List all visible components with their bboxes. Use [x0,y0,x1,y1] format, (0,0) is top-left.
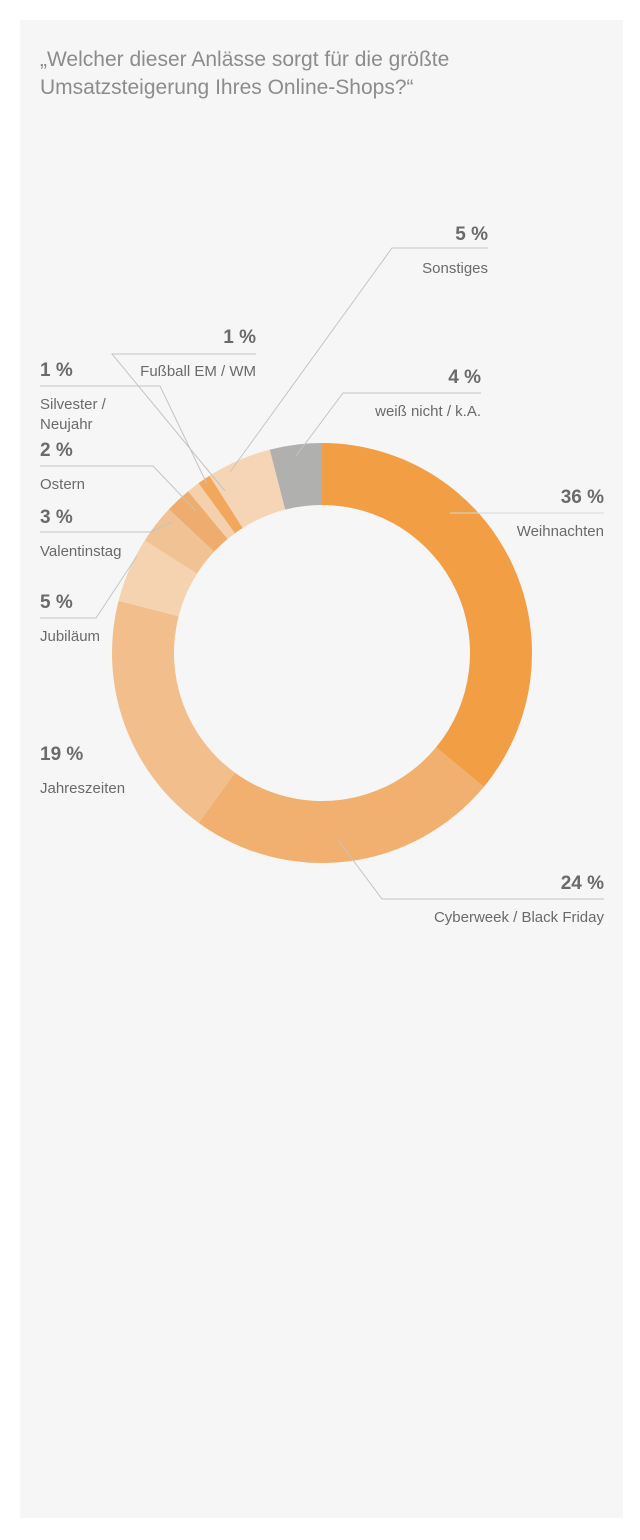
category-label-ostern: Ostern [40,476,85,493]
slice-weiss-nicht-k-a [269,443,322,510]
value-label-cyberweek-black-friday: 24 % [561,873,604,894]
labels-group: 36 % Weihnachten 24 % Cyberweek / Black Fri… [40,224,604,926]
value-label-jubilaum: 5 % [40,592,73,613]
slice-fussball-em-wm [198,475,243,534]
leader-line-cyberweek-black-friday [337,839,604,900]
value-label-fussball-em-wm: 1 % [223,327,256,348]
category-label-jahreszeiten: Jahreszeiten [40,780,125,797]
leader-lines-group [40,247,604,900]
category-label-weiss-nicht-k-a: weiß nicht / k.A. [374,403,481,420]
chart-panel [20,20,623,1518]
category-label-sonstiges: Sonstiges [422,260,488,277]
category-label-valentinstag: Valentinstag [40,543,121,560]
slice-valentinstag [144,509,215,574]
value-label-valentinstag: 3 % [40,507,73,528]
leader-line-sonstiges [229,247,488,473]
value-label-weiss-nicht-k-a: 4 % [448,367,481,388]
category-label-fussball-em-wm: Fußball EM / WM [140,363,256,380]
slice-weihnachten [322,443,532,787]
value-label-sonstiges: 5 % [455,224,488,245]
leader-line-weiss-nicht-k-a [295,392,481,457]
value-label-silvester-neujahr: 1 % [40,360,73,381]
leader-line-valentinstag [40,521,173,533]
value-label-weihnachten: 36 % [561,487,604,508]
category-label-weihnachten: Weihnachten [517,523,604,540]
slice-jahreszeiten [112,600,236,823]
slice-sonstiges [209,449,286,529]
leader-line-jubilaum [40,555,138,619]
slice-cyberweek-black-friday [198,747,484,863]
leader-line-ostern [40,465,197,512]
slices-group [112,443,532,863]
slice-silvester-neujahr [188,483,236,539]
category-label-cyberweek-black-friday: Cyberweek / Black Friday [434,909,605,926]
chart-title: „Welcher dieser Anlässe sorgt für die gr… [40,48,450,99]
leader-line-fussball-em-wm [110,353,256,492]
slice-jubilaum [118,540,198,617]
category-label-jubilaum: Jubiläum [40,628,100,645]
value-label-jahreszeiten: 19 % [40,744,83,765]
category-label-silvester-neujahr: Silvester / Neujahr [40,396,107,433]
slice-ostern [168,491,228,552]
value-label-ostern: 2 % [40,440,73,461]
leader-line-silvester-neujahr [40,385,208,485]
